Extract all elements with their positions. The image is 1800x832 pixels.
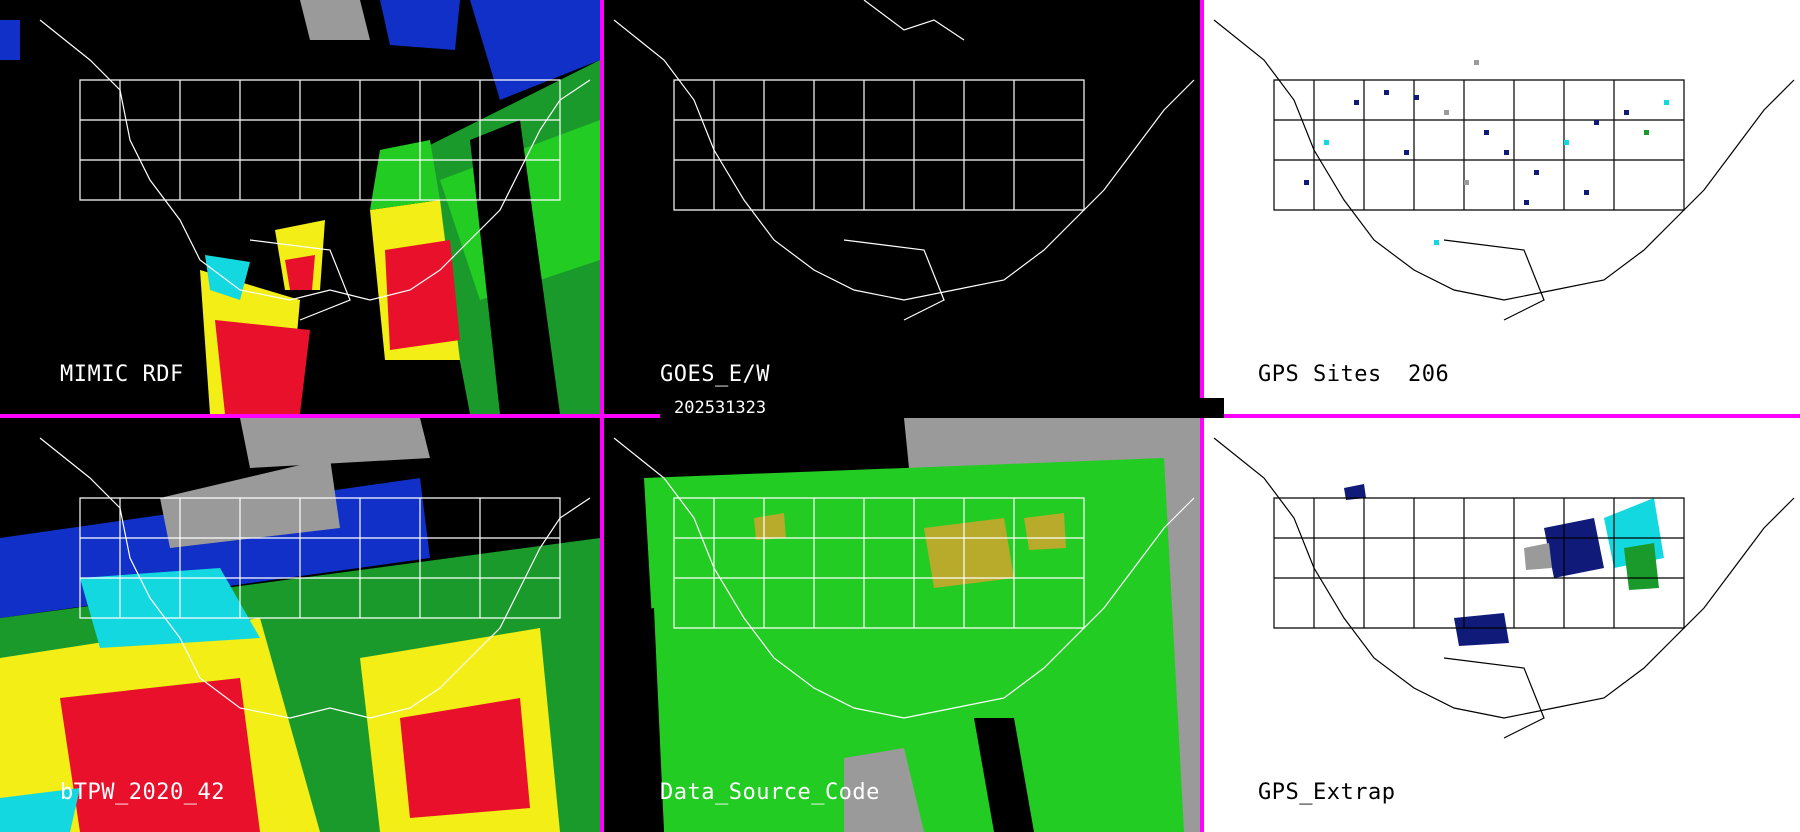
panel-label: Data_Source_Code [660, 780, 880, 805]
panel-gps-sites: GPS Sites 206 [1204, 0, 1800, 414]
panel-label: GPS_Extrap [1258, 780, 1396, 805]
gps-sites-borders [1213, 19, 1795, 321]
data-source-imagery [604, 418, 1200, 832]
panel-mimic-rdf: MIMIC RDF [0, 0, 600, 414]
panel-label: GOES_E/W [660, 362, 770, 387]
mimic-borders [39, 19, 591, 321]
panel-label: GPS Sites [1258, 362, 1382, 387]
divider-horizontal-left [0, 414, 664, 418]
panel-label: bTPW_2020_42 [60, 780, 225, 805]
divider-horizontal-right [1204, 414, 1800, 418]
panel-btpw: bTPW_2020_42 [0, 418, 600, 832]
gps-extrap-patches [1344, 484, 1664, 646]
goes-borders [613, 0, 1195, 321]
gps-extrap-map [1213, 437, 1795, 739]
panel-gps-extrap: GPS_Extrap [1204, 418, 1800, 832]
timestamp-label: 202531323 [660, 398, 1224, 418]
panel-label: MIMIC RDF [60, 362, 184, 387]
gps-sites-map [1213, 19, 1795, 321]
data-source-borders [613, 437, 1195, 719]
gps-site-markers [1304, 60, 1669, 245]
data-source-code-map [604, 418, 1200, 832]
mimic-swath-imagery [0, 0, 600, 414]
goes-ew-map [613, 0, 1195, 321]
btpw-map [0, 418, 600, 832]
panel-data-source-code: Data_Source_Code [604, 418, 1200, 832]
panel-goes-ew: GOES_E/W [604, 0, 1200, 414]
btpw-borders [39, 437, 591, 719]
btpw-field-imagery [0, 418, 600, 832]
mimic-rdf-map [0, 0, 600, 414]
gps-extrap-borders [1213, 437, 1795, 739]
gps-site-count: 206 [1408, 362, 1450, 387]
